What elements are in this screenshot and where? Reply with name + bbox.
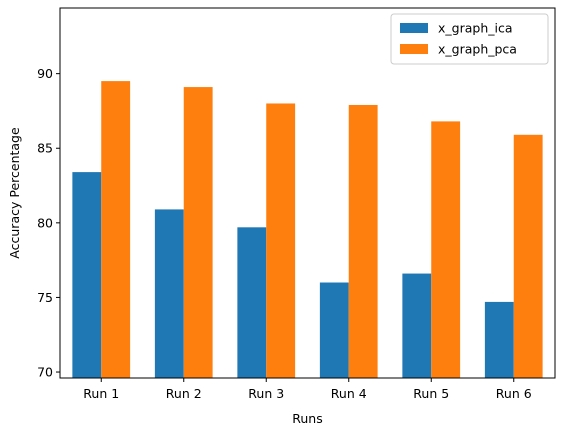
legend-label-x_graph_pca: x_graph_pca: [438, 42, 517, 57]
x-axis-ticks: Run 1 Run 2 Run 3 Run 4 Run 5 Run 6: [83, 378, 532, 401]
legend-label-x_graph_ica: x_graph_ica: [438, 21, 513, 36]
x-tick-label: Run 4: [331, 386, 367, 401]
bar-x_graph_pca-4: [348, 104, 378, 378]
legend-swatch-x_graph_ica: [400, 23, 428, 33]
x-tick-label: Run 2: [166, 386, 202, 401]
bar-x_graph_ica-5: [402, 273, 432, 378]
y-tick-label: 85: [37, 141, 53, 156]
bar-x_graph_pca-5: [431, 121, 461, 378]
legend-box: [390, 13, 549, 65]
y-axis-ticks: 70 75 80 85 90: [37, 66, 60, 380]
y-tick-label: 90: [37, 66, 53, 81]
x-tick-label: Run 5: [413, 386, 449, 401]
bar-x_graph_pca-1: [101, 81, 131, 378]
plot-frame: [59, 7, 556, 379]
bar-x_graph_ica-1: [72, 172, 102, 378]
legend: x_graph_ica x_graph_pca: [390, 13, 549, 65]
y-axis-label: Accuracy Percentage: [7, 127, 22, 259]
bar-x_graph_ica-3: [237, 227, 267, 378]
y-tick-label: 80: [37, 215, 53, 230]
bar-x_graph_ica-4: [319, 282, 349, 378]
bar-x_graph_ica-6: [484, 301, 514, 378]
x-tick-label: Run 6: [496, 386, 532, 401]
bar-x_graph_ica-2: [154, 209, 184, 378]
x-axis-label: Runs: [292, 411, 322, 426]
bar-x_graph_pca-2: [183, 87, 213, 378]
legend-swatch-x_graph_pca: [400, 44, 428, 54]
bar-x_graph_pca-3: [266, 103, 296, 378]
bars-group: [72, 81, 543, 378]
y-tick-label: 75: [37, 290, 53, 305]
y-tick-label: 70: [37, 365, 53, 380]
bar-x_graph_pca-6: [513, 134, 543, 378]
x-tick-label: Run 1: [83, 386, 119, 401]
x-tick-label: Run 3: [248, 386, 284, 401]
